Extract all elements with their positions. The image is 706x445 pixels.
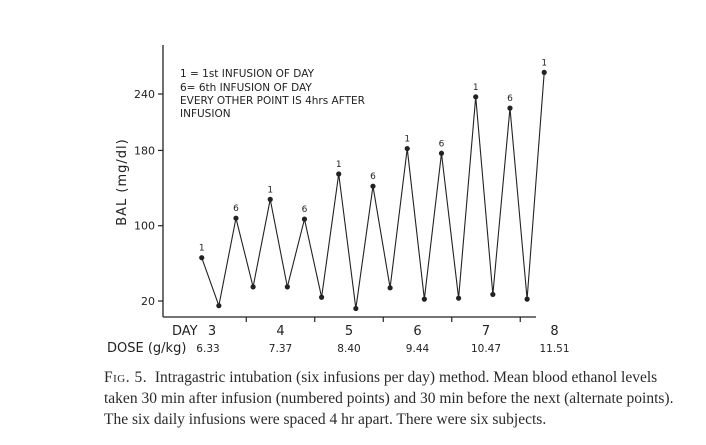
dose-tick-label: 9.44 xyxy=(406,343,430,355)
data-point xyxy=(421,296,427,302)
data-point xyxy=(404,145,410,152)
day-tick-label: 8 xyxy=(550,324,558,339)
data-point xyxy=(387,285,393,291)
y-tick-label: 20 xyxy=(141,295,155,308)
data-point xyxy=(319,294,325,300)
data-point xyxy=(233,215,239,221)
point-label: 1 xyxy=(404,135,410,145)
day-label: DAY xyxy=(172,324,198,339)
data-point xyxy=(524,296,530,302)
x-axis-labels: DAY DOSE (g/kg) 3 6.33 4 7.37 5 8.40 6 9.44 7 10.… xyxy=(107,324,570,356)
point-label: 6 xyxy=(302,205,308,215)
data-point xyxy=(541,69,547,75)
day-tick-label: 6 xyxy=(413,324,421,339)
point-label: 1 xyxy=(267,185,273,195)
y-tick-label: 240 xyxy=(134,88,155,101)
point-label: 6 xyxy=(507,94,513,104)
data-point xyxy=(199,255,205,261)
point-label: 1 xyxy=(473,83,479,93)
data-point xyxy=(250,284,256,290)
data-point xyxy=(336,171,342,177)
y-tick-label: 100 xyxy=(134,220,155,233)
dose-tick-label: 7.37 xyxy=(269,343,292,355)
legend-line-1: 1 = 1st INFUSION OF DAY xyxy=(180,68,315,80)
day-tick-label: 5 xyxy=(345,324,353,339)
legend-line-2: 6= 6th INFUSION OF DAY xyxy=(180,82,312,94)
data-point xyxy=(507,105,513,111)
dose-tick-label: 6.33 xyxy=(196,343,219,355)
data-point xyxy=(284,284,290,290)
chart-axes xyxy=(162,45,536,318)
data-point xyxy=(456,295,462,301)
figure-caption: Fig. 5. Intragastric intubation (six inf… xyxy=(104,367,694,430)
dose-tick-label: 8.40 xyxy=(337,343,360,355)
chart-figure: 20 100 180 240 BAL (mg/dl) 1 = 1st INFUSION… xyxy=(107,45,570,356)
point-label: 1 xyxy=(199,244,205,254)
data-point xyxy=(370,183,376,189)
data-point xyxy=(473,94,479,100)
figure-caption-label: Fig. 5. xyxy=(104,369,148,386)
data-point xyxy=(438,150,445,156)
legend-line-3: EVERY OTHER POINT IS 4hrs AFTER xyxy=(180,95,365,107)
point-label: 6 xyxy=(370,172,376,182)
data-point xyxy=(490,291,496,298)
data-point xyxy=(301,216,308,222)
legend-line-4: INFUSION xyxy=(180,108,231,120)
point-label: 6 xyxy=(439,139,445,149)
figure-caption-text: Intragastric intubation (six infusions p… xyxy=(104,369,674,428)
series-line xyxy=(201,72,545,309)
dose-tick-label: 11.51 xyxy=(539,343,569,355)
y-ticks: 20 100 180 240 xyxy=(134,88,163,308)
point-label: 6 xyxy=(233,204,239,214)
y-axis-label: BAL (mg/dl) xyxy=(115,138,130,226)
dose-label: DOSE (g/kg) xyxy=(107,341,186,356)
data-point xyxy=(353,305,359,312)
x-ticks xyxy=(245,317,521,322)
day-tick-label: 3 xyxy=(208,324,216,339)
y-tick-label: 180 xyxy=(134,144,155,157)
day-tick-label: 4 xyxy=(276,324,284,339)
dose-tick-label: 10.47 xyxy=(471,343,501,355)
chart-series: 1 6 1 6 1 6 1 6 1 6 1 xyxy=(199,58,547,312)
data-point xyxy=(267,196,273,202)
point-label: 1 xyxy=(336,160,342,170)
chart-legend: 1 = 1st INFUSION OF DAY 6= 6th INFUSION … xyxy=(180,68,365,120)
day-tick-label: 7 xyxy=(482,324,490,339)
point-label: 1 xyxy=(541,58,547,68)
data-point xyxy=(216,303,222,309)
